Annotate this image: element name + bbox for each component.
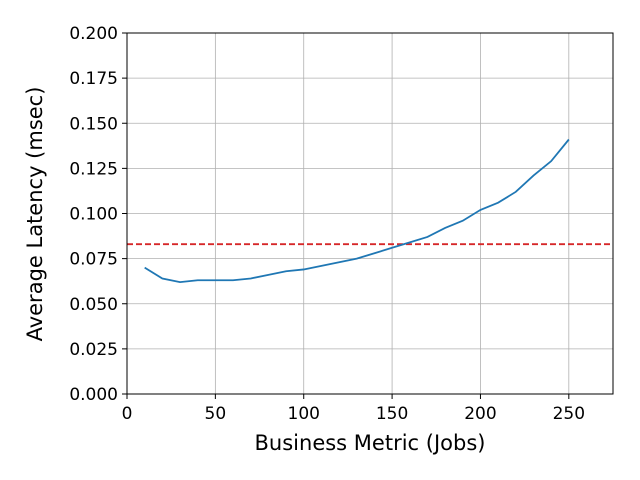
y-tick-label: 0.150 — [69, 114, 118, 134]
y-axis-label: Average Latency (msec) — [23, 87, 47, 342]
x-tick-label: 100 — [288, 404, 320, 424]
x-tick-label: 50 — [205, 404, 227, 424]
y-tick-label: 0.050 — [69, 295, 118, 315]
y-tick-label: 0.175 — [69, 69, 118, 89]
y-tick-label: 0.200 — [69, 24, 118, 44]
y-tick-label: 0.000 — [69, 385, 118, 405]
x-tick-label: 200 — [464, 404, 496, 424]
x-tick-label: 250 — [553, 404, 585, 424]
data-line — [144, 138, 570, 283]
y-tick-label: 0.025 — [69, 340, 118, 360]
plot-frame — [126, 32, 614, 395]
x-tick-label: 0 — [122, 404, 133, 424]
x-tick-label: 150 — [376, 404, 408, 424]
y-tick-label: 0.075 — [69, 250, 118, 270]
y-tick-label: 0.125 — [69, 159, 118, 179]
y-tick-label: 0.100 — [69, 205, 118, 225]
x-axis-label: Business Metric (Jobs) — [255, 431, 486, 455]
